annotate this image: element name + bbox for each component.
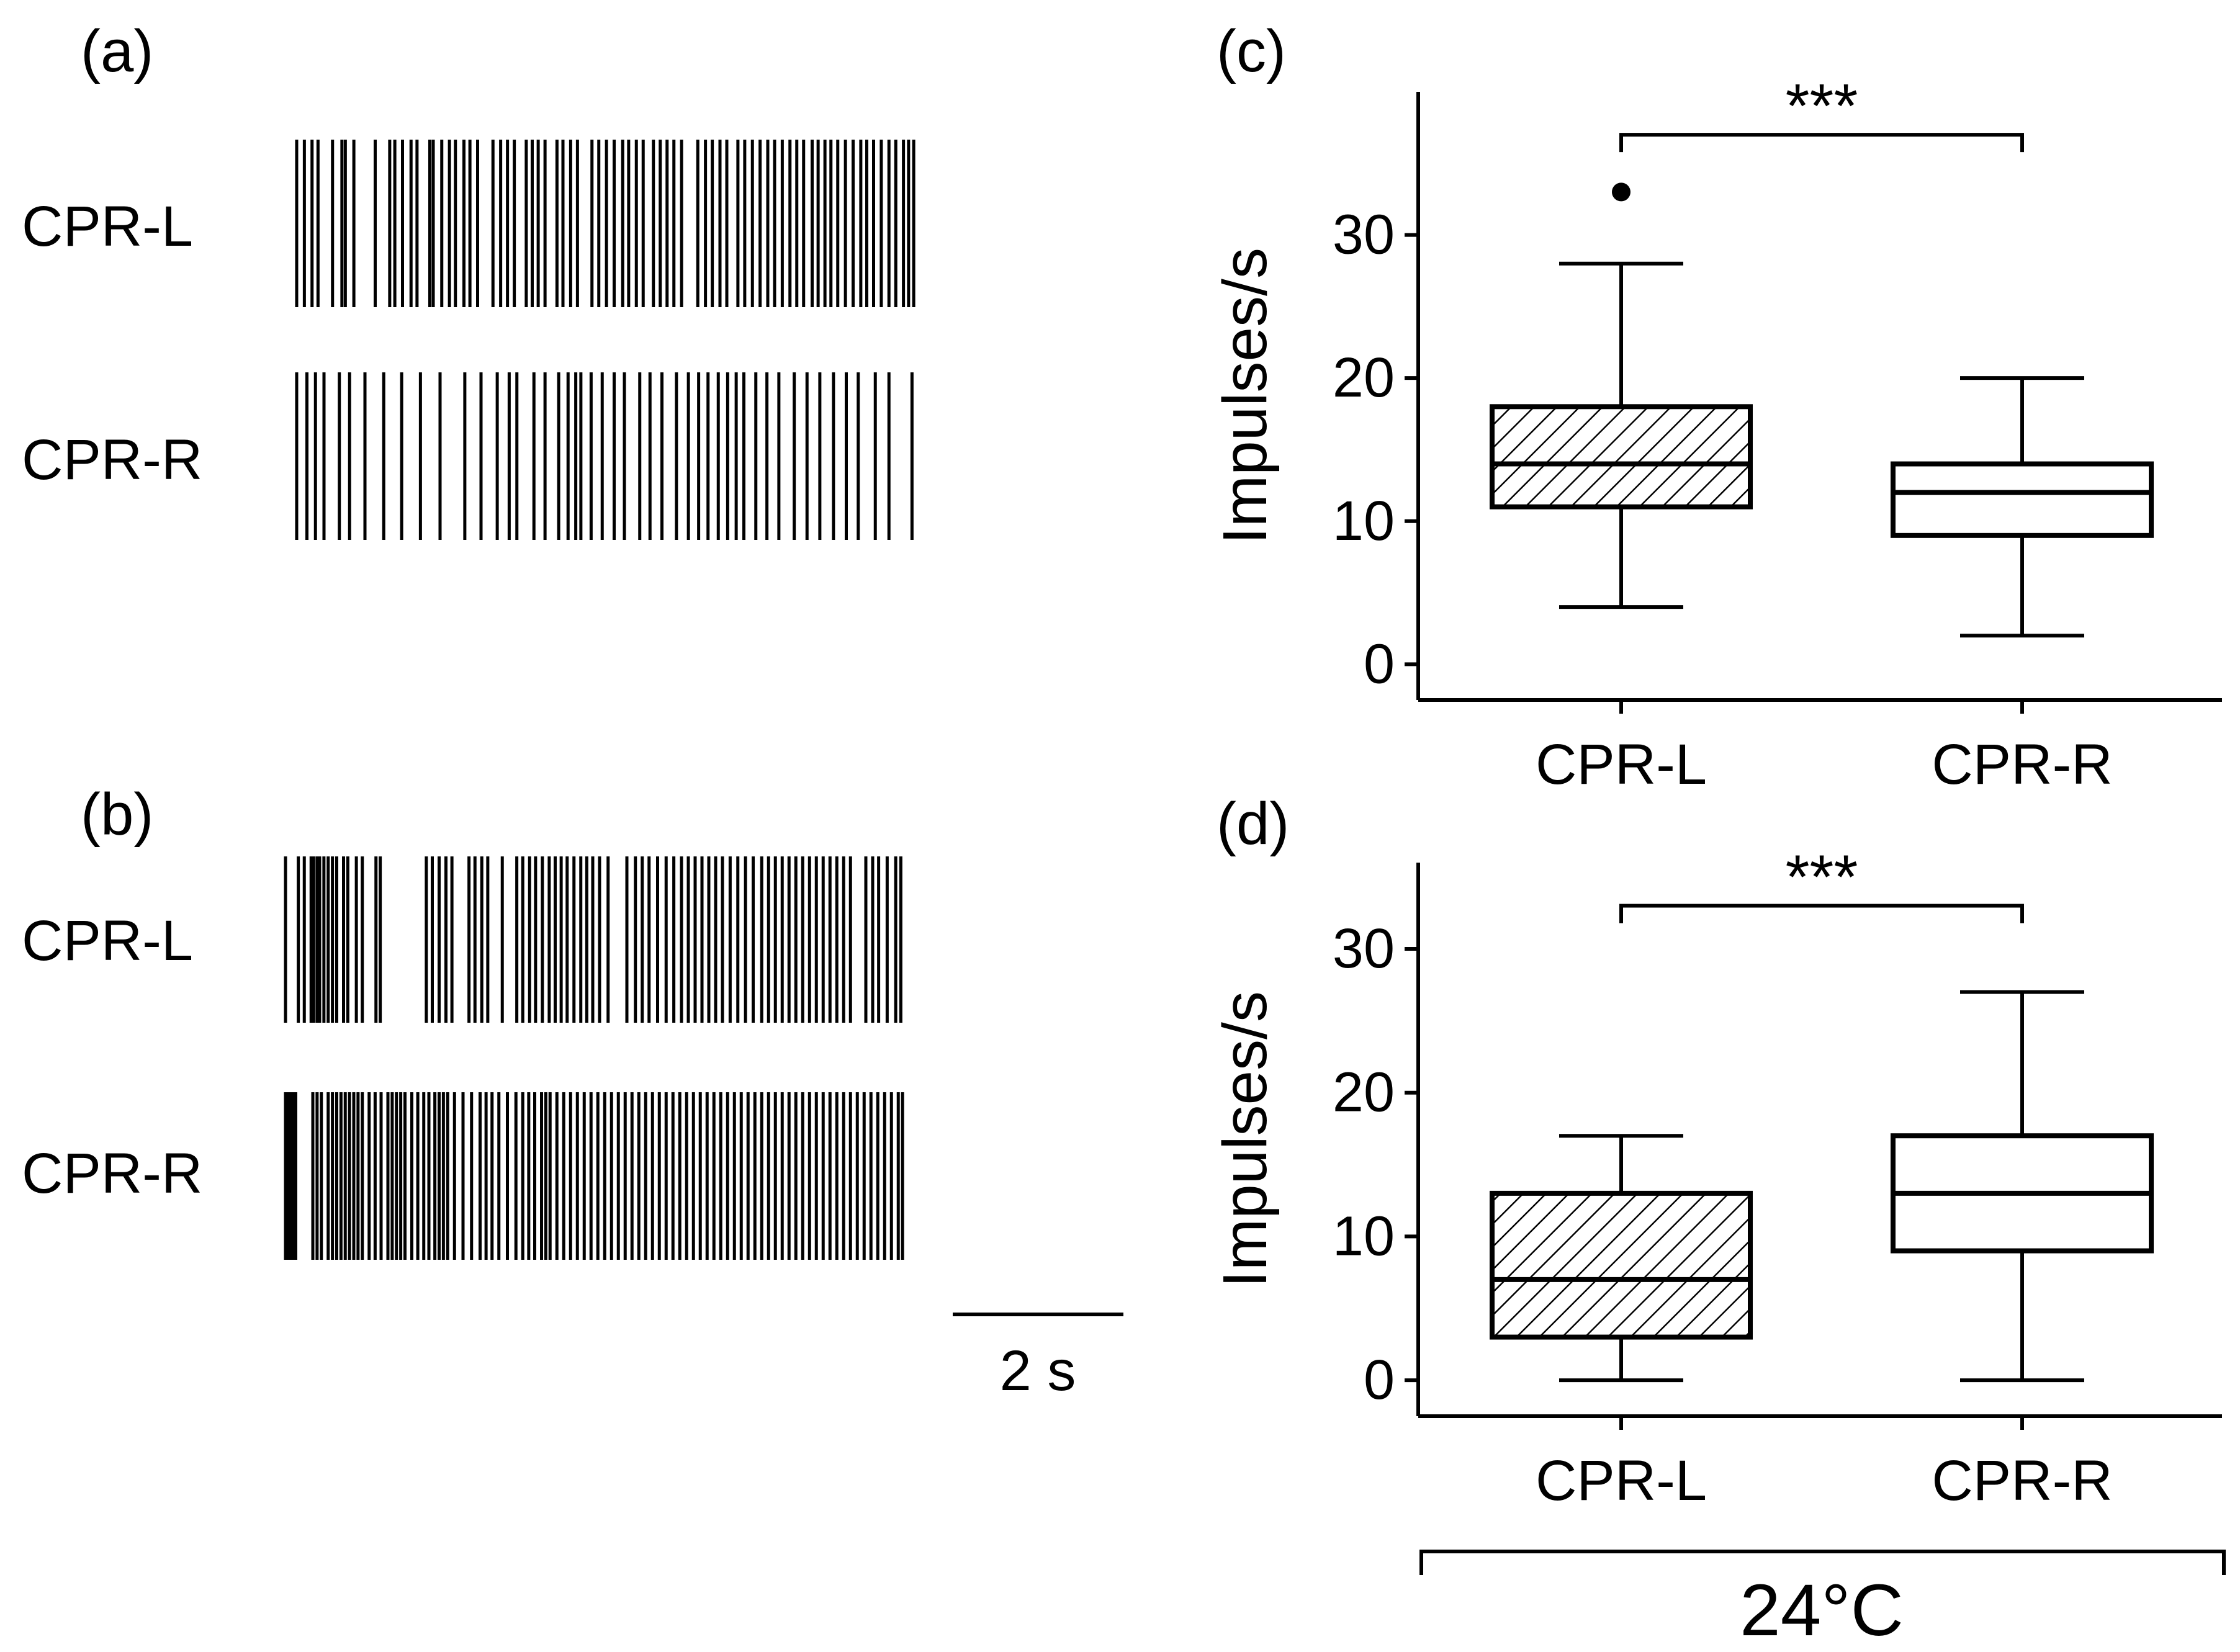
raster-a-cpr-r-spikes bbox=[295, 372, 914, 540]
y-tick-label: 30 bbox=[1333, 918, 1395, 980]
condition-label: 24°C bbox=[1740, 1569, 1904, 1651]
y-axis-label: Impulses/s bbox=[1210, 248, 1280, 544]
y-tick-label: 30 bbox=[1333, 204, 1395, 266]
significance-label: *** bbox=[1786, 71, 1858, 141]
significance-label: *** bbox=[1786, 843, 1858, 912]
time-scale-bar-label: 2 s bbox=[1000, 1339, 1076, 1403]
outlier-point bbox=[1612, 182, 1631, 202]
panel-label-d: (d) bbox=[1217, 791, 1289, 857]
box-cpr-l bbox=[1490, 404, 1753, 510]
raster-a-cpr-l-spikes bbox=[295, 140, 915, 307]
x-tick-label: CPR-R bbox=[1932, 733, 2112, 796]
significance-bracket bbox=[1619, 133, 2024, 153]
panel-label-a: (a) bbox=[81, 18, 153, 84]
raster-b-row1-label: CPR-L bbox=[22, 909, 193, 972]
significance-bracket bbox=[1619, 904, 2024, 923]
box-cpr-r bbox=[1891, 461, 2154, 538]
y-tick-label: 20 bbox=[1333, 1062, 1395, 1124]
condition-bracket bbox=[1419, 1550, 2226, 1575]
boxplot-d: 0 10 20 30 Impulses/s CPR-L CPR-R *** bbox=[1210, 843, 2222, 1512]
box-cpr-l bbox=[1490, 1190, 1753, 1340]
y-tick-label: 20 bbox=[1333, 347, 1395, 409]
y-tick-label: 10 bbox=[1333, 1205, 1395, 1267]
panel-label-b: (b) bbox=[81, 781, 153, 848]
boxplot-c: 0 10 20 30 Impulses/s CPR-L CPR-R *** bbox=[1210, 71, 2222, 796]
y-tick-label: 0 bbox=[1364, 1349, 1395, 1411]
x-tick-label: CPR-L bbox=[1536, 733, 1707, 796]
y-tick-label: 0 bbox=[1364, 633, 1395, 695]
raster-b-cpr-l-spikes bbox=[284, 856, 902, 1023]
x-tick-label: CPR-L bbox=[1536, 1449, 1707, 1512]
raster-b-cpr-r-spikes bbox=[284, 1092, 904, 1260]
y-axis-label: Impulses/s bbox=[1210, 991, 1280, 1288]
raster-a-row2-label: CPR-R bbox=[22, 428, 202, 492]
raster-a-row1-label: CPR-L bbox=[22, 195, 193, 258]
y-tick-label: 10 bbox=[1333, 490, 1395, 552]
x-tick-label: CPR-R bbox=[1932, 1449, 2112, 1512]
panel-label-c: (c) bbox=[1217, 18, 1286, 84]
raster-b-row2-label: CPR-R bbox=[22, 1142, 202, 1205]
